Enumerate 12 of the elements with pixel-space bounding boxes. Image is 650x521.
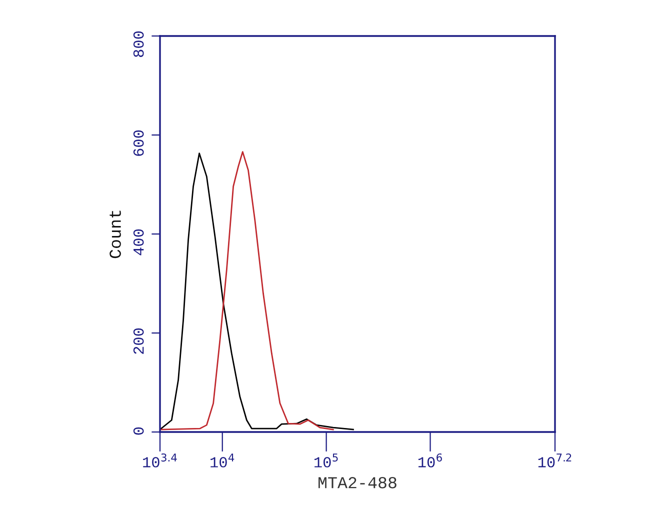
y-tick-label: 0 <box>133 427 144 435</box>
x-tick-label: 10$^{6}$ <box>418 453 442 468</box>
x-tick-label: 10$^{7.2}$ <box>538 453 572 468</box>
y-tick-label: 600 <box>133 130 144 156</box>
y-tick-label: 200 <box>133 328 144 354</box>
x-axis-title: MTA2-488 <box>318 477 396 488</box>
y-axis-title: Count <box>110 210 121 258</box>
y-tick-label: 800 <box>133 31 144 57</box>
x-tick-label: 10$^{4}$ <box>210 454 234 468</box>
y-tick-label: 400 <box>133 229 144 256</box>
x-tick-label: 10$^{5}$ <box>314 454 338 468</box>
x-tick-label: 10$^{3.4}$ <box>143 453 177 468</box>
